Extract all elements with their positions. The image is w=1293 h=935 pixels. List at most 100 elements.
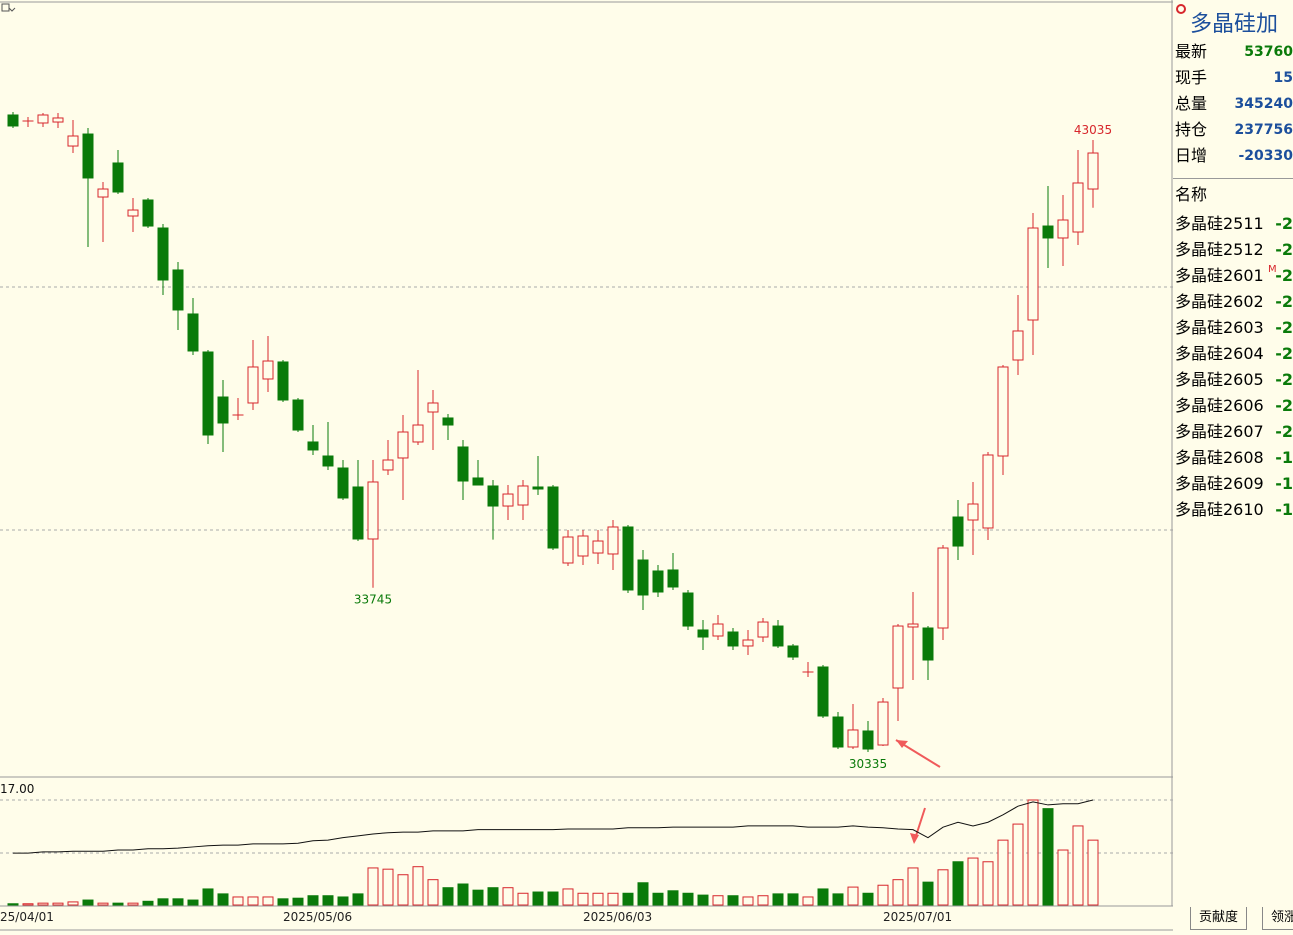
volume-bar (652, 892, 664, 906)
volume-bar (217, 893, 229, 906)
volume-bar (187, 899, 199, 906)
volume-bar (127, 902, 139, 906)
contract-row[interactable]: 多晶硅2602 -2 (1175, 290, 1293, 314)
volume-bar (292, 897, 304, 906)
tab[interactable]: 贡献度 (1190, 907, 1248, 930)
volume-bar (757, 895, 769, 906)
contract-name: 多晶硅2607 (1175, 422, 1264, 441)
volume-bar (802, 896, 814, 906)
candle-body (202, 351, 214, 436)
contract-change: -2 (1275, 292, 1293, 311)
price-annotation: 43035 (1074, 123, 1112, 137)
quote-label: 持仓 (1175, 120, 1208, 139)
volume-bar (877, 884, 889, 906)
candle-body (262, 360, 274, 380)
volume-bar (817, 888, 829, 906)
volume-bar (937, 869, 949, 906)
contract-row[interactable]: 多晶硅2603 -2 (1175, 316, 1293, 340)
volume-bar (382, 868, 394, 906)
volume-bar (682, 892, 694, 906)
volume-bar (52, 902, 64, 906)
contract-row[interactable]: 多晶硅2607 -2 (1175, 420, 1293, 444)
candle-body (412, 424, 424, 443)
candle-body (352, 486, 364, 540)
volume-bar (322, 895, 334, 906)
volume-bar (172, 898, 184, 906)
volume-bar (1027, 799, 1039, 906)
contract-row[interactable]: 多晶硅2608 -1 (1175, 446, 1293, 470)
candle-body (82, 133, 94, 179)
volume-bar (697, 894, 709, 906)
contract-change: -2 (1275, 266, 1293, 285)
candle-body (742, 639, 754, 647)
indicator-line (13, 799, 1094, 854)
volume-bar (202, 888, 214, 906)
candle-body (727, 631, 739, 647)
contract-row[interactable]: 多晶硅2605 -2 (1175, 368, 1293, 392)
candle-body (592, 540, 604, 554)
candle-body (1087, 152, 1099, 190)
contract-name: 多晶硅2512 (1175, 240, 1264, 259)
volume-bar (457, 883, 469, 906)
quote-label: 现手 (1175, 68, 1208, 87)
contract-row[interactable]: 多晶硅2512 -2 (1175, 238, 1293, 262)
contract-row[interactable]: 多晶硅2604 -2 (1175, 342, 1293, 366)
candle-body (472, 477, 484, 486)
candle-body (502, 493, 514, 507)
x-tick-label: 2025/07/01 (883, 910, 952, 924)
contract-row[interactable]: 多晶硅2606 -2 (1175, 394, 1293, 418)
quote-row: 现手 15 (1175, 66, 1293, 90)
price-annotation: 30335 (849, 757, 887, 771)
volume-bar (922, 881, 934, 906)
volume-bar (622, 892, 634, 906)
candle-body (337, 467, 349, 499)
arrow-head (910, 833, 919, 844)
volume-bar (142, 900, 154, 906)
candle-body (907, 623, 919, 628)
contract-name: 多晶硅2608 (1175, 448, 1264, 467)
candle-body (487, 485, 499, 507)
candle-body (517, 485, 529, 506)
contract-row[interactable]: 多晶硅2601 M -2 (1175, 264, 1293, 288)
checkbox-icon[interactable] (1, 3, 10, 12)
candle-body (217, 396, 229, 424)
candle-body (892, 625, 904, 689)
candle-body (442, 417, 454, 426)
volume-bar (22, 903, 34, 906)
volume-bar (727, 895, 739, 906)
candle-body (667, 569, 679, 588)
candle-body (127, 209, 139, 217)
candle-body (52, 117, 64, 123)
tab[interactable]: 领涨 (1262, 907, 1293, 930)
candle-body (922, 627, 934, 661)
volume-bar (1057, 849, 1069, 906)
candle-body (247, 366, 259, 404)
candle-body (937, 547, 949, 629)
volume-bar (862, 892, 874, 906)
candle-body (1012, 330, 1024, 361)
candle-body (322, 455, 334, 467)
dropdown-icon[interactable] (8, 7, 16, 12)
volume-bar (577, 892, 589, 906)
volume-bar (892, 879, 904, 906)
contract-name: 多晶硅2601 (1175, 266, 1264, 285)
volume-bar (547, 891, 559, 906)
quote-panel: 多晶硅加 名称 最新 53760 现手 15 总量 345240 持仓 237756 日增 -20… (1173, 0, 1293, 905)
candle-body (877, 701, 889, 746)
contract-change: -1 (1275, 448, 1293, 467)
volume-bar (427, 879, 439, 906)
candle-body (817, 666, 829, 717)
contract-row[interactable]: 多晶硅2609 -1 (1175, 472, 1293, 496)
candle-body (607, 526, 619, 555)
volume-bar (832, 893, 844, 906)
candle-body (97, 188, 109, 198)
contract-row[interactable]: 多晶硅2511 -2 (1175, 212, 1293, 236)
volume-bar (1012, 823, 1024, 906)
candle-body (967, 503, 979, 521)
volume-bar (337, 896, 349, 906)
contract-row[interactable]: 多晶硅2610 -1 (1175, 498, 1293, 522)
quote-value: 237756 (1234, 122, 1293, 138)
candle-body (112, 162, 124, 193)
contract-name: 多晶硅2602 (1175, 292, 1264, 311)
